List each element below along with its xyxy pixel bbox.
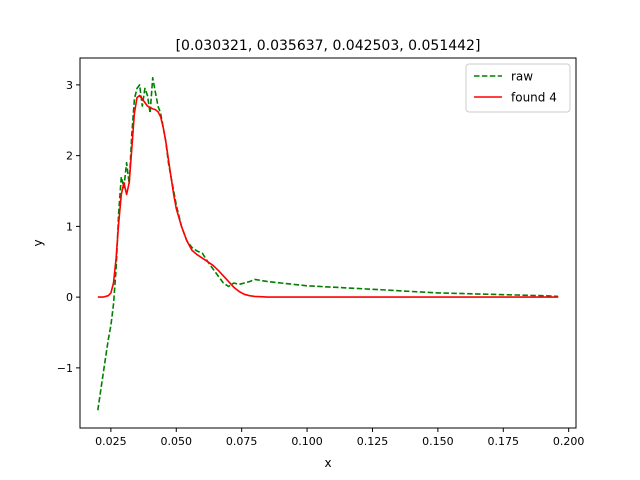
y-tick-label: 2 — [66, 150, 73, 163]
series-line-raw — [97, 77, 559, 411]
plot-area — [79, 57, 577, 429]
series-line-found-4 — [97, 94, 559, 298]
x-tick-label: 0.100 — [291, 435, 323, 448]
x-tick-label: 0.175 — [488, 435, 520, 448]
legend-found-label: found 4 — [511, 91, 557, 105]
x-axis-label: x — [324, 456, 331, 470]
x-tick-label: 0.200 — [553, 435, 585, 448]
x-tick-label: 0.125 — [357, 435, 389, 448]
y-axis-label: y — [31, 239, 45, 246]
chart-title: [0.030321, 0.035637, 0.042503, 0.051442] — [176, 38, 481, 54]
legend: raw found 4 — [465, 63, 571, 113]
y-axis-ticks: −1 0 1 2 3 — [57, 79, 80, 375]
y-tick-label: −1 — [57, 362, 73, 375]
x-tick-label: 0.075 — [226, 435, 258, 448]
y-tick-label: 0 — [66, 291, 73, 304]
y-tick-label: 3 — [66, 79, 73, 92]
axes-frame — [79, 57, 577, 429]
x-tick-label: 0.050 — [161, 435, 193, 448]
series-layer — [97, 77, 559, 411]
x-axis-ticks: 0.025 0.050 0.075 0.100 0.125 0.150 0.175 0.200 — [95, 428, 584, 448]
legend-raw-label: raw — [511, 70, 533, 84]
y-tick-label: 1 — [66, 220, 73, 233]
x-tick-label: 0.150 — [422, 435, 454, 448]
x-tick-label: 0.025 — [95, 435, 127, 448]
